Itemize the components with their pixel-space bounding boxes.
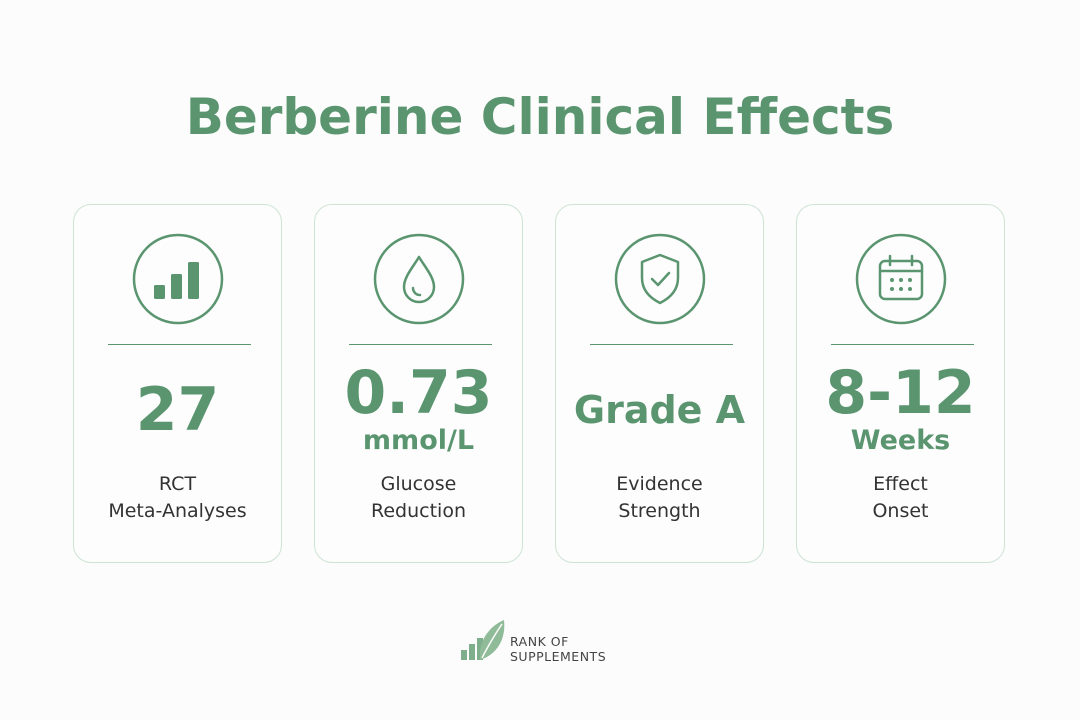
label-line: Reduction: [371, 500, 466, 522]
label-line: Meta-Analyses: [108, 500, 247, 522]
stat-unit: mmol/L: [362, 425, 475, 456]
divider: [349, 344, 492, 345]
stat-value: 0.73: [344, 358, 493, 428]
label-line: Evidence: [616, 473, 703, 495]
value-box: Grade A: [556, 355, 763, 465]
label-line: Strength: [618, 500, 701, 522]
icon-drop: [373, 233, 465, 325]
stat-card: 0.73 mmol/L Glucose Reduction: [314, 204, 523, 563]
stat-value: 27: [135, 375, 220, 445]
value-box: 8-12 Weeks: [797, 355, 1004, 465]
stat-card: 8-12 Weeks Effect Onset: [796, 204, 1005, 563]
divider: [108, 344, 251, 345]
brand: RANK OF SUPPLEMENTS: [460, 618, 660, 664]
stat-card: Grade A Evidence Strength: [555, 204, 764, 563]
icon-shield: [614, 233, 706, 325]
divider: [831, 344, 974, 345]
stat-label: Glucose Reduction: [315, 471, 522, 525]
label-line: Effect: [873, 473, 928, 495]
stat-card: 27 RCT Meta-Analyses: [73, 204, 282, 563]
brand-line: RANK OF: [510, 634, 569, 649]
stat-label: Effect Onset: [797, 471, 1004, 525]
brand-logo: [461, 620, 505, 660]
value-box: 0.73 mmol/L: [315, 355, 522, 465]
stat-value: 8-12: [825, 358, 976, 428]
brand-line: SUPPLEMENTS: [510, 649, 607, 664]
stat-unit: Weeks: [850, 425, 951, 456]
title: Berberine Clinical Effects: [185, 88, 895, 146]
stat-label: Evidence Strength: [556, 471, 763, 525]
brand-text: RANK OF SUPPLEMENTS: [510, 634, 606, 664]
value-box: 27: [74, 355, 281, 465]
label-line: Glucose: [380, 473, 457, 495]
divider: [590, 344, 733, 345]
stat-label: RCT Meta-Analyses: [74, 471, 281, 525]
label-line: RCT: [158, 473, 197, 495]
icon-calendar: [855, 233, 947, 325]
stat-value: Grade A: [573, 388, 746, 432]
label-line: Onset: [872, 500, 929, 522]
icon-chart: [132, 233, 224, 325]
